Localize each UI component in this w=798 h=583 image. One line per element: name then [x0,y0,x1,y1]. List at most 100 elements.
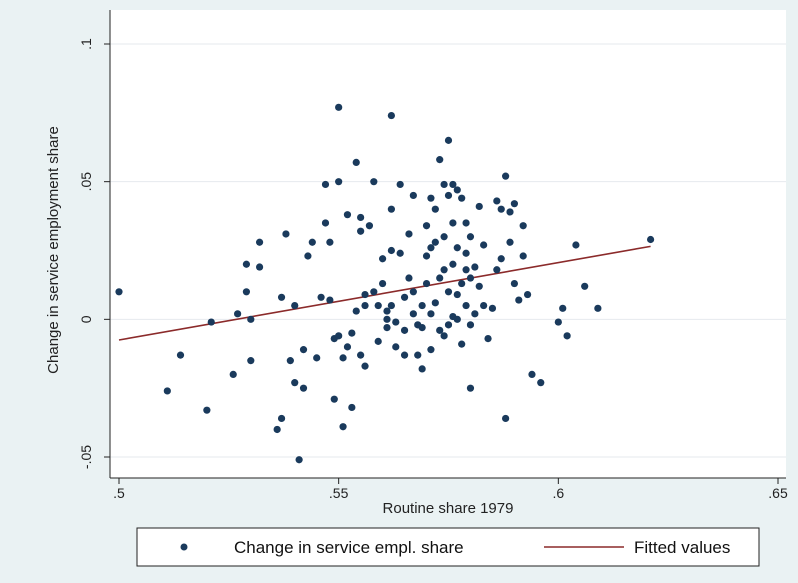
data-point [440,233,448,241]
data-point [427,346,435,354]
data-point [563,332,571,340]
data-point [255,238,264,246]
data-point [502,414,510,423]
grid-lines [110,43,786,458]
data-point [400,326,409,334]
data-point [422,222,431,230]
data-point [299,384,308,392]
data-point [436,274,444,282]
data-point [471,263,479,271]
data-point [370,178,378,186]
data-point [497,205,505,213]
data-point [343,211,352,219]
data-point [339,354,347,362]
data-point [488,304,497,312]
data-point [321,219,330,227]
data-point [203,406,211,414]
y-axis-ticks: -.05 0 .05 .1 [78,38,110,469]
data-point [383,323,391,332]
data-point [343,343,352,351]
data-point [379,279,387,288]
data-point [348,403,356,412]
data-point [115,288,123,296]
data-point [537,379,545,387]
data-point [475,282,483,290]
legend: Change in service empl. share Fitted val… [136,527,760,567]
data-point [480,241,488,249]
data-point [431,238,439,246]
data-point [387,301,395,310]
data-point [330,395,338,403]
data-point [480,301,488,310]
data-point [453,244,461,252]
data-point [400,351,409,359]
data-point [229,370,237,378]
data-point [291,379,299,387]
data-point [361,362,369,370]
data-point [466,233,475,241]
data-point [427,310,435,318]
data-point [247,315,255,323]
data-point [444,321,453,329]
data-point [277,293,286,301]
data-point [466,321,475,329]
data-point [405,230,413,238]
data-point [554,318,562,326]
data-point [304,252,312,260]
data-point [277,414,286,423]
data-point [462,249,470,257]
data-point [387,111,395,120]
data-point [449,180,457,189]
data-point [409,310,417,318]
data-point [374,337,382,345]
y-axis-title: Change in service employment share [45,126,62,374]
data-point [506,208,514,216]
data-point [409,191,417,200]
data-point [431,299,439,307]
data-point [326,296,334,304]
data-point [379,255,387,263]
data-point [352,158,360,166]
data-point [242,260,251,268]
data-point [176,351,185,359]
data-point [317,293,325,301]
x-axis-title: Routine share 1979 [383,500,514,517]
data-point [396,180,404,189]
y-tick-label: -.05 [78,445,94,469]
data-point [493,197,501,205]
data-point [497,255,505,263]
data-point [335,332,343,340]
data-point [449,260,457,268]
data-point [365,222,374,230]
data-point [510,200,518,208]
data-point [357,227,365,235]
data-point [387,246,395,255]
data-point [458,340,466,348]
data-point [581,282,589,290]
data-point [462,219,470,227]
data-point [255,263,264,271]
data-point [163,387,171,395]
data-point [559,304,567,312]
fitted-line [118,245,651,341]
fitted-line-layer [118,245,651,341]
data-point [594,304,602,312]
y-tick-label: 0 [78,315,94,323]
data-point [392,318,400,326]
data-point [427,194,435,202]
data-point [519,222,527,230]
data-point [462,301,470,310]
data-point [352,307,360,315]
data-point [453,315,461,323]
data-point [422,252,431,260]
data-point [440,180,448,189]
data-point [440,266,448,274]
data-point [418,365,426,373]
data-point [291,301,299,310]
data-point [506,238,514,246]
scatter-points [115,103,655,464]
data-point [361,301,369,310]
y-tick-label: .05 [78,172,94,192]
legend-box [136,527,760,567]
